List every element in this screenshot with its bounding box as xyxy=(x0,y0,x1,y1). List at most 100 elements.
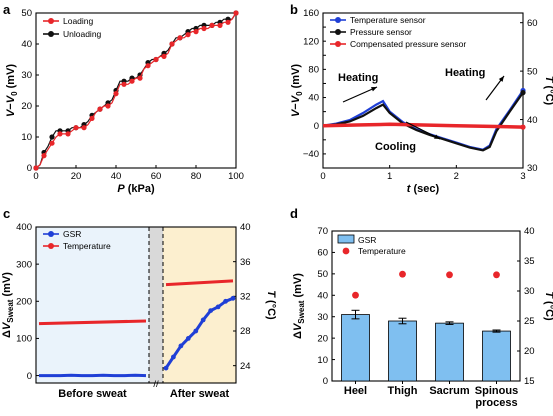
y2-axis-b-title: T (°C) xyxy=(543,76,553,106)
chart-d: 0 10 20 30 40 50 60 70 15 20 25 30 35 40 Heel Thigh Sacr… xyxy=(292,226,553,409)
series-loading-point xyxy=(201,25,207,32)
y-axis-d-tick-label: 30 xyxy=(317,312,328,323)
legend-compensated-pressure-sensor-label: Compensated pressure sensor xyxy=(350,39,466,49)
series-loading-point xyxy=(193,29,199,35)
y-axis-c-tick-label: 300 xyxy=(16,259,32,270)
bar-gsr xyxy=(435,322,464,382)
chart-c-frame xyxy=(35,226,237,384)
y-axis-d-tick-label: 0 xyxy=(323,376,328,387)
y-axis-d-tick-label: 50 xyxy=(317,269,328,280)
legend-temperature-c-label: Temperature xyxy=(63,241,111,251)
x-axis-a-tick-label: 80 xyxy=(191,171,202,182)
y2-axis-b-tick-label: 40 xyxy=(527,115,538,126)
series-gsr-point xyxy=(185,336,191,341)
y2-axis-c-tick-label: 28 xyxy=(240,326,251,337)
y2-axis-d-tick-label: 15 xyxy=(524,376,535,387)
series-pressure-sensor-point xyxy=(520,90,526,96)
legend-temperature-d-label: Temperature xyxy=(358,246,406,256)
series-pressure-sensor-line xyxy=(322,91,524,152)
series-loading-point xyxy=(81,125,87,131)
x-axis-a-tick-label: 60 xyxy=(151,171,162,182)
x-axis-b-tick-label: 3 xyxy=(520,171,525,182)
before-sweat-region xyxy=(36,227,149,383)
y2-axis-d-tick-label: 20 xyxy=(524,346,535,357)
series-gsr-point xyxy=(223,298,229,304)
annotation-heating-1: Heating xyxy=(338,72,378,84)
chart-a-frame xyxy=(35,12,237,169)
y-axis-d-tick-label: 20 xyxy=(317,333,328,344)
bar-gsr xyxy=(388,320,417,382)
series-gsr-point xyxy=(193,328,199,334)
annotation-cooling: Cooling xyxy=(375,141,416,153)
y2-axis-c-tick-label: 24 xyxy=(240,361,251,372)
y-axis-a-tick-label: 0 xyxy=(27,163,32,174)
y-axis-a-title: V−V0 (mV) xyxy=(5,64,19,117)
series-loading-point xyxy=(89,115,95,121)
y-axis-d-tick-label: 10 xyxy=(317,355,328,366)
series-loading-point xyxy=(105,103,111,109)
arrow-heating-2-head xyxy=(498,76,504,82)
y2-axis-c-tick-label: 32 xyxy=(240,292,251,303)
axis-break-mark: // xyxy=(153,379,159,390)
series-loading-point xyxy=(233,10,239,16)
y-axis-b-tick-label: 160 xyxy=(303,8,319,19)
y-axis-a-tick-label: 40 xyxy=(21,39,32,50)
bar-gsr xyxy=(341,314,370,382)
temperature-point xyxy=(352,291,359,299)
chart-d-frame xyxy=(331,230,521,382)
series-temperature-line xyxy=(165,279,234,287)
series-loading-point xyxy=(161,53,167,60)
x-axis-a-tick-label: 0 xyxy=(33,171,38,182)
series-gsr-point xyxy=(171,354,176,360)
y-axis-b-tick-label: 0 xyxy=(314,121,319,132)
series-loading-point xyxy=(129,78,135,84)
y2-axis-c-tick-label: 40 xyxy=(240,222,251,233)
y-axis-b-tick-label: 120 xyxy=(303,36,319,47)
x-axis-d-tick-label: Thigh xyxy=(388,385,418,397)
legend-temperature-c-marker xyxy=(48,243,54,249)
y-axis-c-tick-label: 100 xyxy=(16,334,32,345)
series-gsr-point xyxy=(230,295,236,301)
y-axis-a-tick-label: 30 xyxy=(21,70,32,81)
legend-pressure-sensor-marker xyxy=(335,29,341,35)
legend-loading-label: Loading xyxy=(63,16,94,26)
panel-label-a: a xyxy=(3,2,11,17)
bar-gsr xyxy=(482,330,511,382)
legend-pressure-sensor-label: Pressure sensor xyxy=(350,27,412,37)
series-loading-point xyxy=(137,75,143,81)
y-axis-b-tick-label: 40 xyxy=(308,93,319,104)
y2-axis-d-tick-label: 40 xyxy=(524,226,535,237)
legend-temperature-sensor-label: Temperature sensor xyxy=(350,15,426,25)
arrow-heating-1-head xyxy=(371,87,377,92)
y-axis-d-tick-label: 60 xyxy=(317,248,328,259)
series-loading-point xyxy=(49,140,55,146)
series-compensated-pressure-sensor-line xyxy=(322,122,524,129)
region-label-after-sweat: After sweat xyxy=(170,388,230,400)
series-loading-point xyxy=(97,106,103,112)
y-axis-c-tick-label: 400 xyxy=(16,222,32,233)
x-axis-b-tick-label: 2 xyxy=(454,171,459,182)
after-sweat-region xyxy=(163,227,236,383)
y-axis-a-tick-label: 20 xyxy=(21,101,32,112)
series-gsr-point xyxy=(200,317,206,323)
series-loading-point xyxy=(217,22,223,28)
annotation-heating-2: Heating xyxy=(445,67,485,79)
x-axis-b-title: t (sec) xyxy=(407,183,440,195)
series-gsr-point xyxy=(215,304,221,310)
legend-gsr-d-label: GSR xyxy=(358,235,376,245)
arrow-cooling-head xyxy=(434,134,440,139)
x-axis-b-tick-label: 0 xyxy=(320,171,325,182)
series-loading-point xyxy=(41,153,47,159)
temperature-point xyxy=(446,271,453,279)
series-compensated-pressure-sensor-point xyxy=(520,124,526,130)
y-axis-c-tick-label: 0 xyxy=(27,371,32,382)
arrow-cooling-shaft xyxy=(405,121,441,140)
x-axis-a-tick-label: 100 xyxy=(228,171,244,182)
series-gsr-line xyxy=(164,296,234,369)
region-label-before-sweat: Before sweat xyxy=(58,388,127,400)
legend-loading-marker xyxy=(48,18,54,24)
legend-temperature-d-marker xyxy=(342,247,350,255)
series-loading-point xyxy=(57,131,63,137)
x-axis-d-tick-label: Spinous process xyxy=(475,385,518,409)
chart-c: 0 100 200 300 400 24 28 32 36 40 // GSR Temperature B… xyxy=(1,222,277,400)
